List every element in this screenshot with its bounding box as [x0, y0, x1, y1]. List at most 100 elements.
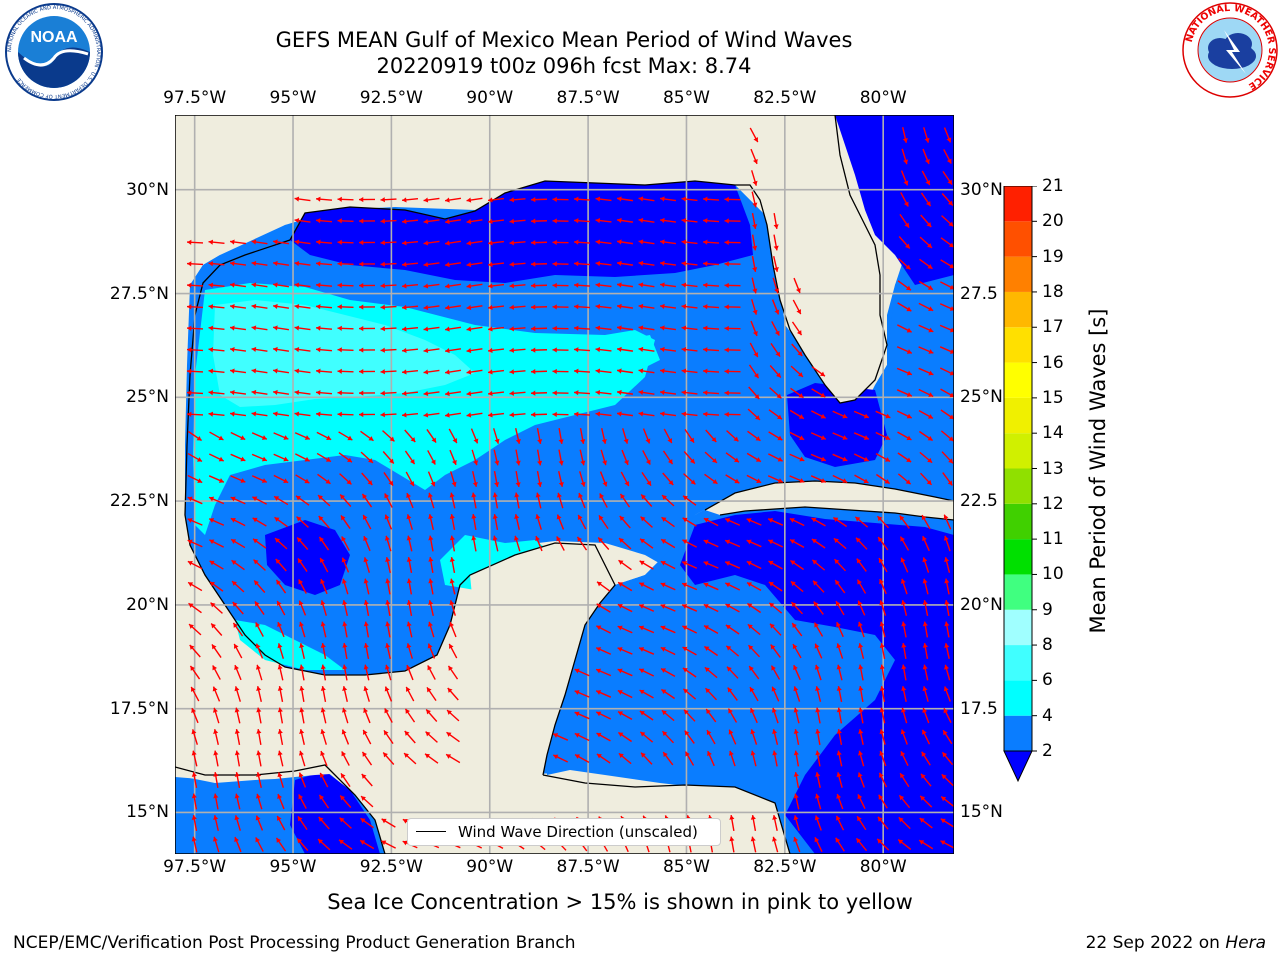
wind-arrow-head	[208, 239, 214, 245]
wind-arrow-head	[406, 665, 412, 671]
wind-arrow-head	[552, 218, 557, 224]
wind-arrow-head	[294, 196, 300, 202]
wind-arrow-head	[724, 261, 729, 267]
wind-arrow-head	[773, 267, 779, 272]
wind-arrow-head	[320, 686, 326, 691]
wind-arrow-head	[423, 304, 429, 311]
wind-arrow-head	[919, 818, 925, 823]
wind-arrow-head	[304, 456, 310, 462]
wind-arrow-head	[753, 158, 758, 164]
wind-arrow-head	[879, 707, 885, 713]
wind-arrow-head	[233, 643, 239, 649]
wind-arrow-head	[297, 838, 302, 844]
wind-arrow-head	[277, 686, 283, 691]
wind-arrow-head	[446, 732, 452, 737]
wind-arrow-head	[949, 263, 954, 269]
colorbar-tick-label: 2	[1042, 741, 1053, 761]
wind-arrow-head	[919, 840, 925, 845]
date-line: 22 Sep 2022 on Hera	[1086, 933, 1266, 953]
wind-arrow-head	[466, 304, 472, 311]
wind-arrow-head	[360, 840, 366, 845]
wind-arrow-head	[187, 390, 192, 396]
wind-arrow-head	[359, 239, 364, 246]
wind-arrow-head	[213, 772, 219, 777]
wind-arrow-head	[402, 240, 407, 246]
wind-arrow-head	[638, 303, 644, 309]
wind-arrow-head	[190, 665, 196, 671]
chart-subtitle: 20220919 t00z 096h fcst Max: 8.74	[376, 54, 752, 78]
wind-arrow-head	[706, 709, 711, 715]
wind-arrow-head	[639, 582, 645, 588]
wind-arrow-head	[799, 478, 805, 483]
lat-tick-label-left: 15°N	[126, 802, 169, 823]
wind-arrow-head	[261, 435, 267, 440]
wind-arrow-head	[660, 217, 665, 224]
wind-arrow-head	[863, 456, 869, 462]
wind-arrow-head	[878, 558, 884, 564]
wind-arrow-head	[294, 260, 300, 267]
wind-arrow-head	[488, 369, 493, 375]
wind-arrow-head	[638, 260, 644, 266]
wind-arrow-head	[427, 665, 433, 671]
wind-arrow-head	[836, 729, 842, 734]
low-period-caribbean	[680, 511, 954, 854]
wind-arrow-head	[273, 282, 278, 288]
wind-arrow-head	[768, 582, 774, 587]
wind-arrow-head	[900, 536, 905, 542]
wind-arrow-head	[682, 668, 688, 673]
wind-arrow-head	[663, 752, 668, 758]
wind-arrow-head	[252, 517, 258, 523]
wind-arrow-head	[842, 413, 848, 419]
wind-arrow-head	[682, 582, 688, 588]
colorbar-tick-label: 10	[1042, 564, 1064, 585]
wind-arrow-head	[855, 516, 861, 522]
wind-arrow-head	[617, 668, 623, 674]
wind-arrow-head	[294, 282, 300, 288]
wind-arrow-head	[619, 538, 624, 543]
wind-arrow-head	[820, 456, 826, 462]
colorbar-segment	[1004, 539, 1032, 575]
wind-arrow-head	[944, 578, 950, 584]
wind-arrow-head	[488, 304, 493, 311]
wind-arrows	[186, 127, 954, 853]
wind-arrow-head	[815, 686, 821, 692]
wind-arrow-head	[488, 240, 493, 246]
wind-arrow-head	[617, 217, 622, 224]
wind-arrow-head	[620, 493, 626, 499]
wind-arrow-head	[531, 369, 536, 375]
wind-arrow-head	[447, 687, 453, 693]
wind-arrow-head	[230, 260, 235, 267]
wind-arrow-head	[814, 837, 820, 843]
wind-arrow-head	[515, 482, 521, 487]
wind-arrow-head	[879, 772, 884, 778]
wind-arrow-head	[725, 518, 731, 523]
wind-arrow-head	[552, 261, 557, 267]
wind-arrow-head	[752, 330, 758, 336]
wind-arrow-head	[703, 561, 709, 566]
wind-arrow-head	[445, 326, 450, 332]
wind-arrow-head	[777, 435, 783, 441]
wind-arrow-head	[389, 436, 395, 442]
central-america-land	[175, 765, 875, 854]
wind-arrow-head	[924, 137, 930, 143]
wind-arrow-head	[320, 729, 326, 735]
wind-arrow-head	[283, 435, 289, 440]
wind-arrow-head	[776, 372, 781, 378]
wind-arrow-head	[574, 668, 580, 674]
wind-arrow-head	[316, 368, 321, 374]
wind-arrow-head	[575, 754, 581, 759]
wind-arrow-head	[682, 604, 688, 609]
map-legend: Wind Wave Direction (unscaled)	[407, 818, 721, 846]
wind-arrow-head	[359, 347, 364, 353]
wind-arrow-head	[466, 347, 472, 354]
wind-arrow-head	[211, 644, 217, 650]
wind-arrow-head	[712, 479, 718, 484]
wind-arrow-head	[640, 538, 646, 544]
wind-arrow-head	[922, 600, 928, 605]
wind-arrow-head	[900, 729, 906, 735]
wind-arrow-head	[617, 260, 622, 267]
wind-arrow-head	[362, 514, 368, 520]
wind-arrow-head	[320, 579, 325, 585]
wind-arrow-head	[820, 392, 826, 398]
wind-arrow-head	[856, 558, 862, 564]
